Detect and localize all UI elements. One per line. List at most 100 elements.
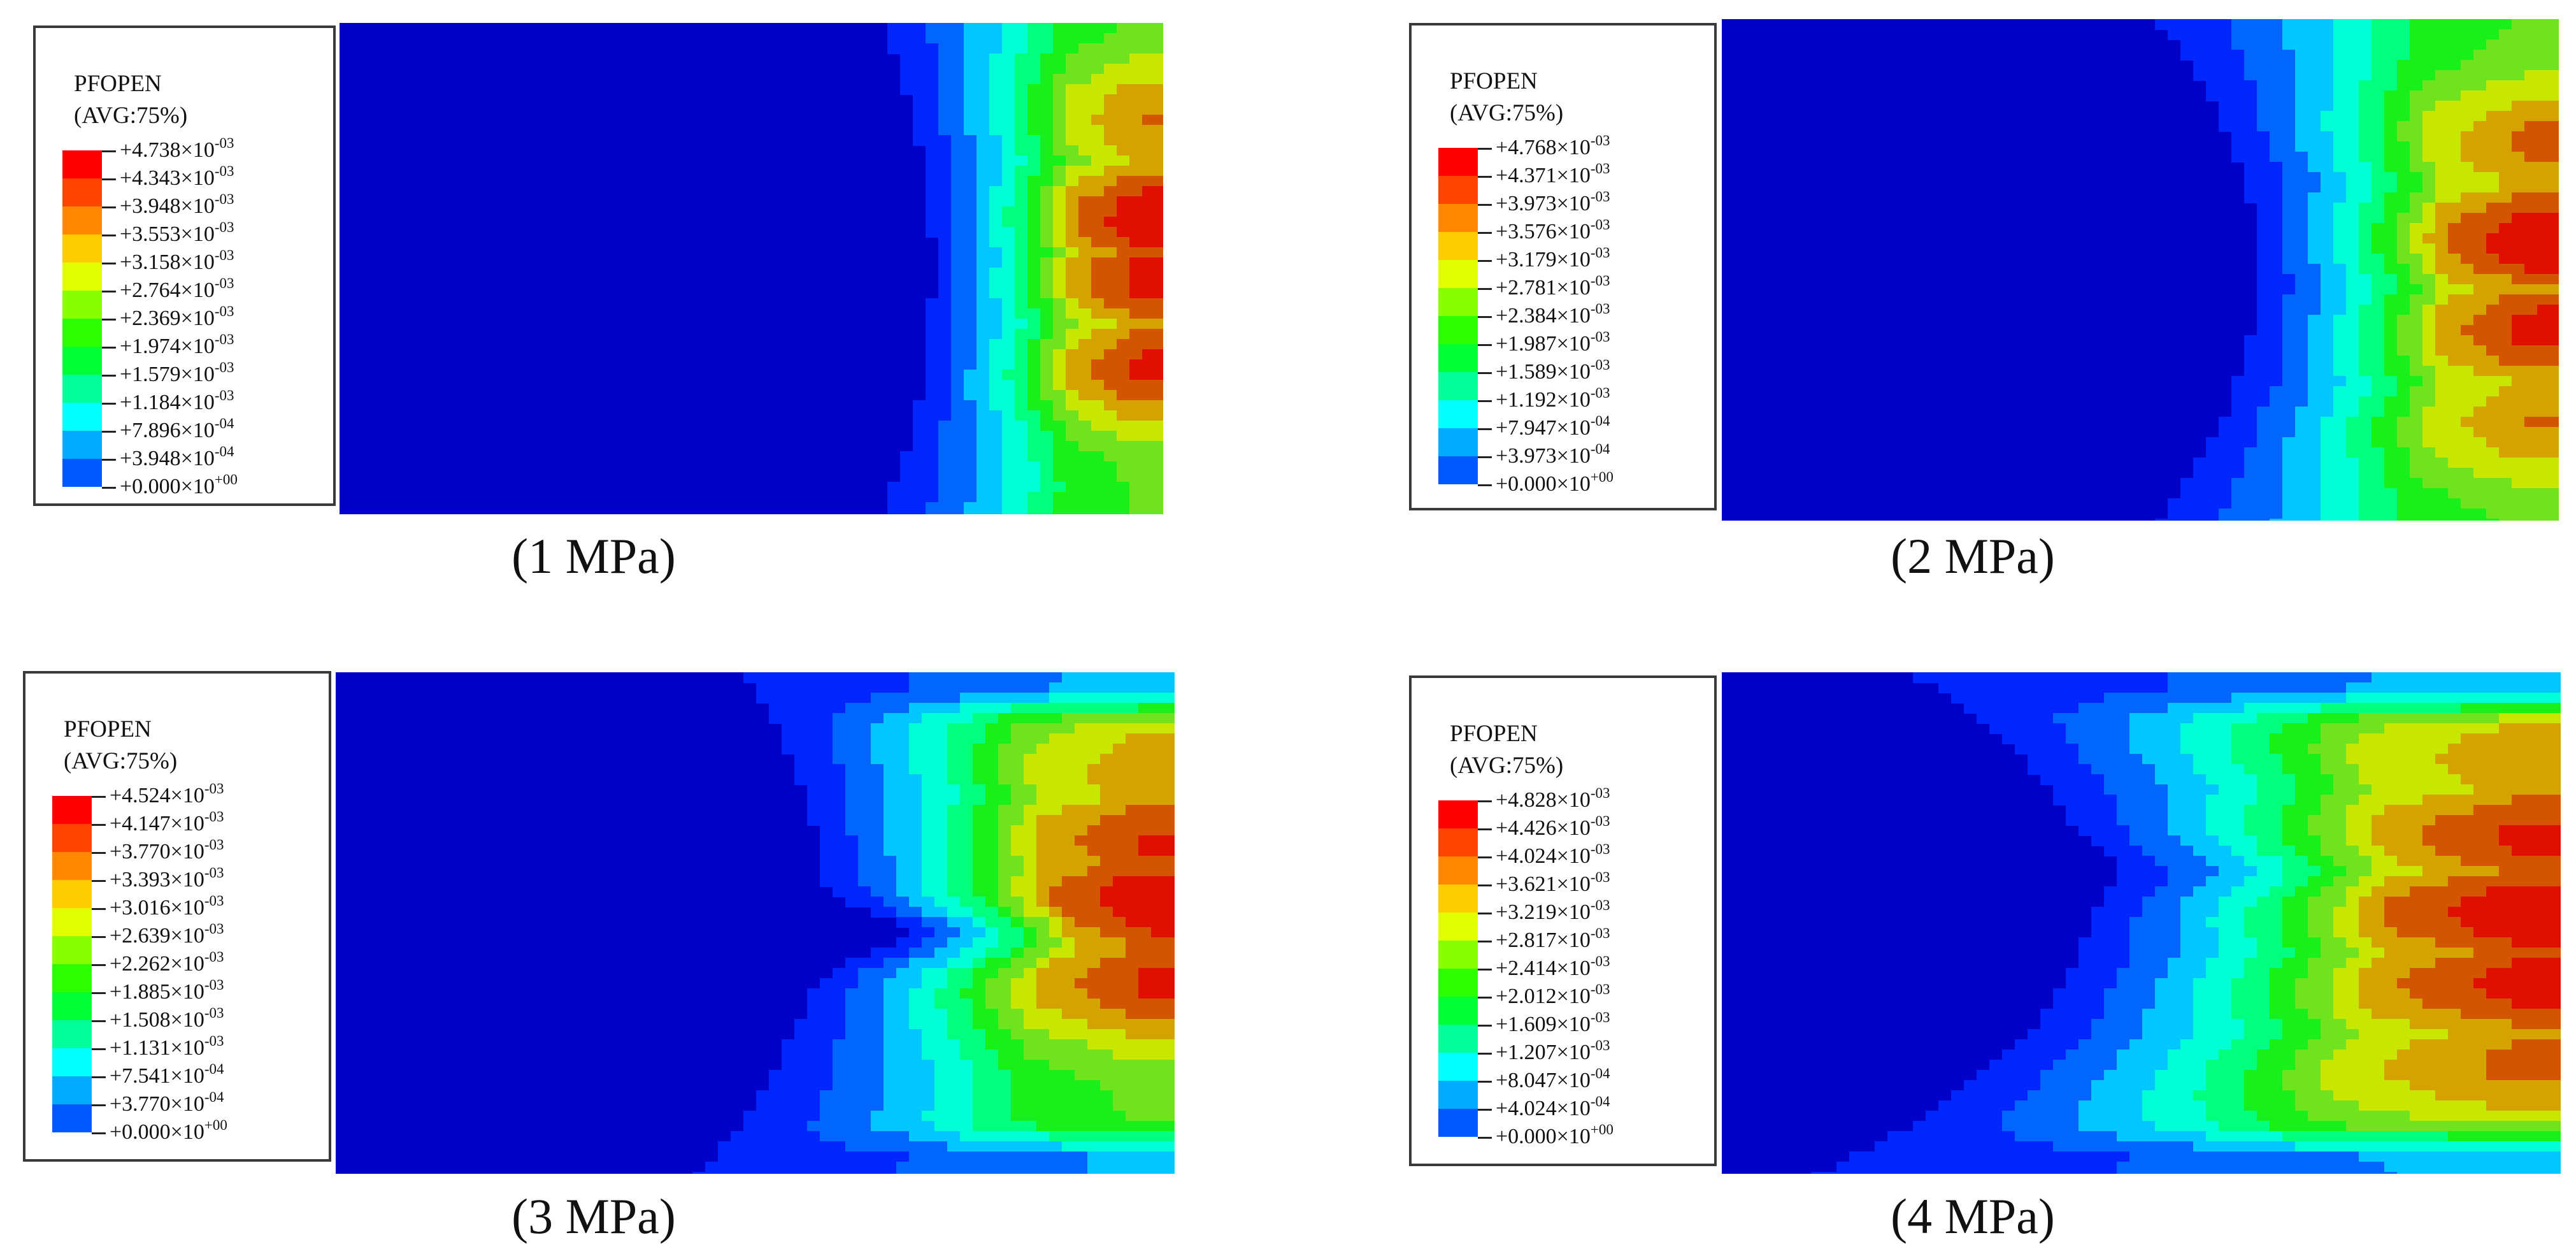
contour-band-cell — [1049, 948, 1075, 958]
contour-band-cell — [1036, 846, 1088, 856]
contour-band-cell — [2372, 182, 2398, 193]
legend-level-label: +1.207×10-03 — [1496, 1038, 1610, 1064]
contour-band-cell — [2359, 458, 2385, 468]
contour-band-cell — [2512, 213, 2559, 224]
contour-band-cell — [2333, 19, 2372, 30]
contour-band-cell — [2435, 386, 2500, 397]
contour-band-cell — [2104, 897, 2143, 907]
contour-band-cell — [2486, 968, 2561, 979]
contour-band-cell — [2346, 1019, 2410, 1030]
contour-band-cell — [2359, 968, 2410, 979]
contour-band-cell — [998, 774, 1024, 785]
contour-band-cell — [2180, 907, 2219, 918]
legend-tick — [1478, 316, 1492, 318]
contour-band-cell — [1040, 145, 1054, 156]
contour-band-cell — [731, 1131, 820, 1142]
legend-level-label: +7.947×10-04 — [1496, 414, 1610, 439]
legend-tick — [102, 319, 116, 321]
contour-band-cell — [998, 825, 1012, 836]
contour-band-cell — [1062, 917, 1075, 928]
legend-tick — [1478, 456, 1492, 458]
contour-band-cell — [1104, 125, 1163, 136]
contour-band-cell — [1011, 733, 1050, 744]
contour-band-cell — [989, 94, 1015, 105]
contour-band-cell — [1078, 145, 1117, 156]
contour-band-cell — [2155, 764, 2194, 775]
contour-band-cell — [2282, 1029, 2321, 1040]
contour-band-cell — [2486, 1050, 2561, 1060]
contour-band-cell — [951, 380, 964, 391]
contour-band-cell — [938, 247, 952, 258]
legend-swatch — [1438, 288, 1478, 316]
contour-band-cell — [2295, 846, 2321, 856]
contour-band-cell — [782, 733, 833, 744]
contour-band-cell — [2308, 907, 2334, 918]
contour-band-cell — [985, 1029, 1012, 1040]
contour-band-cell — [1040, 206, 1054, 217]
contour-band-cell — [947, 835, 973, 846]
contour-band-cell — [820, 1101, 884, 1111]
contour-band-cell — [1036, 815, 1101, 826]
legend-level-mantissa: +1.508×10 — [110, 1008, 204, 1032]
contour-band-cell — [2091, 917, 2130, 928]
contour-band-cell — [807, 795, 846, 805]
contour-band-cell — [922, 805, 948, 816]
contour-band-cell — [2244, 815, 2283, 826]
contour-band-cell — [2473, 284, 2559, 295]
contour-band-cell — [2372, 672, 2561, 683]
contour-band-cell — [2359, 876, 2385, 887]
contour-band-cell — [887, 502, 926, 513]
contour-band-cell — [2372, 40, 2410, 50]
legend-level-label: +3.770×10-04 — [110, 1090, 224, 1115]
contour-band-cell — [2359, 90, 2385, 101]
contour-band-cell — [2473, 315, 2512, 326]
contour-band-cell — [1053, 370, 1066, 380]
contour-band-cell — [2422, 325, 2436, 336]
contour-band-cell — [2244, 366, 2283, 377]
contour-band-cell — [833, 886, 871, 897]
contour-band-cell — [2461, 192, 2512, 203]
contour-band-cell — [2346, 825, 2372, 836]
contour-band-cell — [1053, 186, 1066, 197]
contour-band-cell — [1002, 492, 1028, 503]
contour-band-cell — [1129, 257, 1163, 268]
contour-band-cell — [922, 917, 948, 928]
contour-band-cell — [2359, 407, 2385, 417]
legend-level-exponent: -03 — [1590, 161, 1610, 177]
contour-band-cell — [1049, 886, 1101, 897]
contour-band-cell — [2270, 396, 2308, 407]
panel-caption: (4 MPa) — [1891, 1188, 2055, 1244]
legend-level-mantissa: +4.147×10 — [110, 812, 204, 835]
contour-band-cell — [2499, 447, 2559, 458]
contour-band-cell — [1100, 1080, 1175, 1091]
contour-band-cell — [2308, 968, 2334, 979]
contour-band-cell — [926, 319, 952, 329]
contour-band-cell — [743, 1121, 808, 1132]
contour-band-cell — [1024, 1039, 1088, 1050]
contour-band-cell — [2321, 478, 2359, 489]
contour-band-cell — [1091, 74, 1163, 85]
contour-band-cell — [2117, 1162, 2385, 1173]
contour-band-cell — [989, 400, 1015, 411]
contour-band-cell — [2499, 866, 2561, 877]
contour-band-cell — [833, 733, 871, 744]
contour-band-cell — [833, 1080, 884, 1091]
contour-band-cell — [2104, 846, 2143, 856]
contour-band-cell — [2461, 90, 2559, 101]
contour-band-cell — [1078, 227, 1117, 238]
contour-band-cell — [1011, 948, 1024, 958]
contour-band-cell — [2448, 243, 2487, 254]
contour-band-cell — [2321, 427, 2347, 438]
contour-band-cell — [2180, 723, 2232, 734]
contour-band-cell — [2461, 917, 2561, 928]
contour-band-cell — [2422, 284, 2436, 295]
contour-band-cell — [2384, 356, 2410, 366]
legend-swatch — [62, 150, 102, 178]
contour-band-cell — [782, 723, 833, 734]
legend-tick — [92, 992, 106, 994]
contour-band-cell — [2321, 866, 2347, 877]
contour-band-cell — [1104, 400, 1163, 411]
contour-band-cell — [2333, 999, 2359, 1009]
legend-level-exponent: -03 — [1590, 273, 1610, 289]
contour-band-cell — [2295, 284, 2321, 295]
